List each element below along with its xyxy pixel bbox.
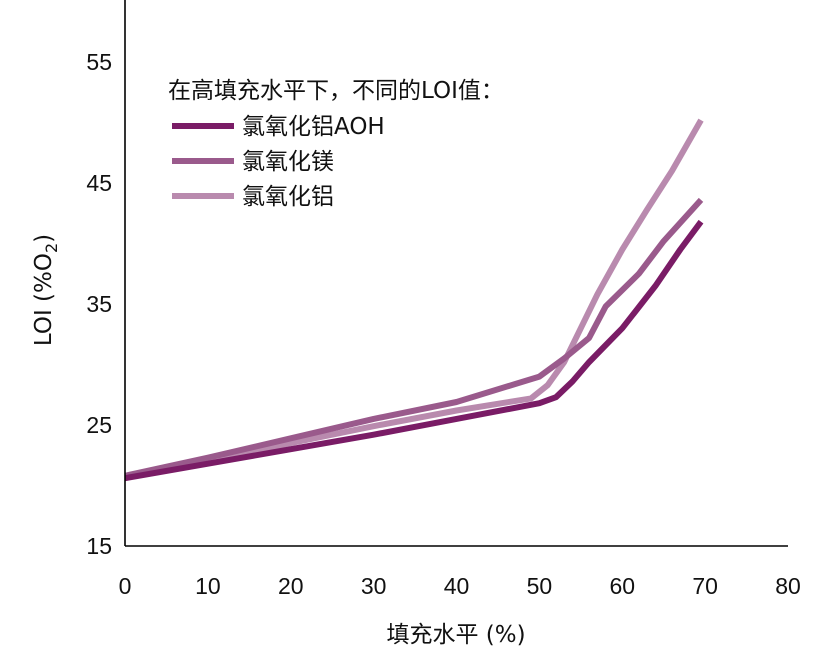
x-tick-label: 0 <box>119 573 132 599</box>
x-axis-title: 填充水平 (%) <box>386 622 525 648</box>
y-axis-title-subscript: 2 <box>42 243 61 253</box>
y-tick-label: 35 <box>86 291 112 317</box>
legend-title: 在高填充水平下，不同的LOI值： <box>168 78 504 104</box>
series-line-3 <box>124 118 704 479</box>
y-tick-label: 25 <box>86 412 112 438</box>
y-axis-title: LOI (%O2) <box>31 234 61 346</box>
y-ticks: 15 25 35 45 55 <box>86 49 112 559</box>
y-axis-title-main: LOI (%O <box>31 253 57 346</box>
y-axis-title-end: ) <box>31 234 57 243</box>
x-tick-label: 10 <box>195 573 221 599</box>
x-tick-label: 50 <box>527 573 553 599</box>
x-tick-label: 20 <box>278 573 304 599</box>
x-tick-label: 40 <box>444 573 470 599</box>
series-line-1 <box>124 219 704 482</box>
y-tick-label: 55 <box>86 49 112 75</box>
series-line-2 <box>124 197 704 479</box>
x-tick-label: 60 <box>609 573 635 599</box>
plot-lines <box>124 118 704 482</box>
y-tick-label: 15 <box>86 533 112 559</box>
y-tick-label: 45 <box>86 170 112 196</box>
legend-label-2: 氯氧化镁 <box>242 149 334 175</box>
x-tick-label: 70 <box>692 573 718 599</box>
legend-label-1: 氯氧化铝AOH <box>242 114 385 140</box>
x-ticks: 0 10 20 30 40 50 60 70 80 <box>119 573 801 599</box>
x-tick-label: 80 <box>775 573 801 599</box>
x-tick-label: 30 <box>361 573 387 599</box>
legend-label-3: 氯氧化铝 <box>242 184 334 210</box>
